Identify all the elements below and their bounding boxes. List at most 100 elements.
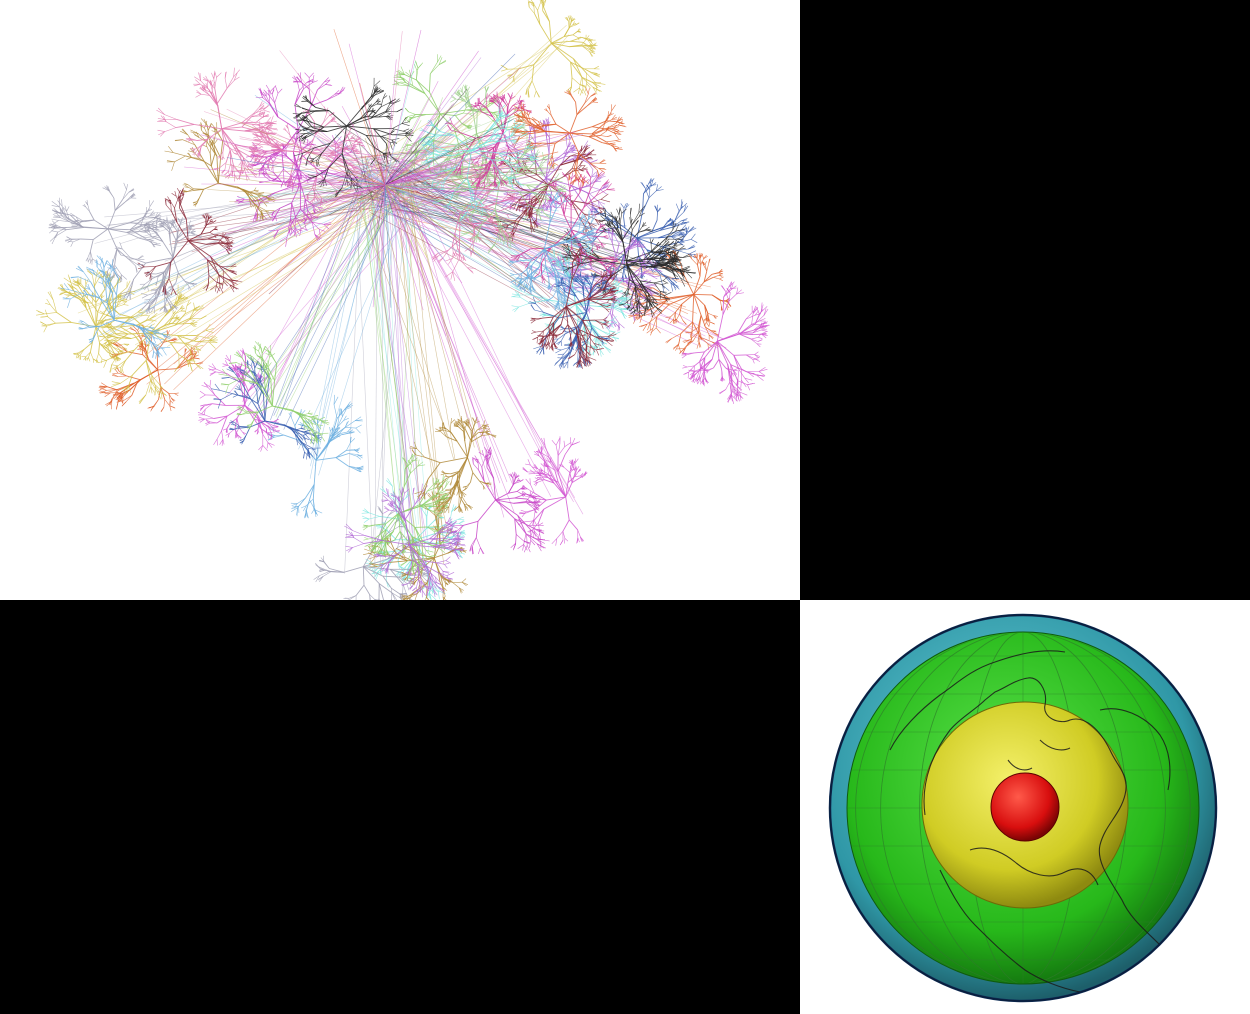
network-edge bbox=[542, 473, 548, 478]
network-edge bbox=[461, 578, 467, 583]
network-edge bbox=[455, 115, 462, 124]
network-edge bbox=[673, 312, 676, 320]
network-edge bbox=[405, 144, 409, 152]
network-edge bbox=[597, 175, 606, 179]
network-edge bbox=[222, 439, 225, 445]
network-edge bbox=[166, 183, 356, 314]
network-edge bbox=[97, 303, 102, 313]
network-edge bbox=[671, 278, 678, 284]
network-edge bbox=[379, 166, 515, 513]
network-edge bbox=[533, 497, 547, 501]
network-edge bbox=[291, 168, 298, 178]
network-edge bbox=[530, 484, 535, 494]
network-edge bbox=[306, 510, 309, 519]
network-edge bbox=[534, 153, 537, 158]
network-edge bbox=[137, 369, 159, 382]
network-edge bbox=[472, 239, 475, 250]
network-edge bbox=[589, 159, 598, 164]
network-edge bbox=[400, 592, 407, 595]
network-edge bbox=[533, 481, 538, 483]
network-edge bbox=[346, 427, 352, 433]
network-edge bbox=[266, 442, 269, 449]
network-edge bbox=[249, 165, 257, 167]
network-edge bbox=[314, 509, 318, 516]
network-edge bbox=[260, 91, 263, 98]
network-edge bbox=[260, 194, 366, 419]
network-edge bbox=[554, 470, 559, 483]
network-edge bbox=[444, 271, 453, 278]
network-edge bbox=[36, 313, 45, 316]
network-edge bbox=[649, 178, 652, 186]
network-edge bbox=[463, 84, 466, 91]
network-edge bbox=[467, 126, 472, 129]
network-edge bbox=[675, 203, 680, 211]
network-edge bbox=[348, 432, 355, 434]
network-edge bbox=[302, 505, 307, 512]
network-edge bbox=[676, 235, 685, 240]
network-edge bbox=[674, 211, 684, 221]
network-edge bbox=[650, 239, 654, 244]
network-edge bbox=[674, 244, 682, 246]
network-edge bbox=[563, 203, 567, 216]
network-edge bbox=[304, 484, 315, 499]
network-edge bbox=[650, 299, 668, 310]
network-edge bbox=[618, 323, 625, 329]
network-edge bbox=[311, 222, 316, 235]
network-edge bbox=[522, 467, 528, 473]
network-edge bbox=[472, 223, 476, 234]
network-edge bbox=[333, 429, 336, 434]
network-edge bbox=[323, 571, 332, 577]
network-edge bbox=[514, 220, 520, 233]
network-edge bbox=[562, 519, 570, 532]
network-edge bbox=[345, 402, 353, 409]
network-edge bbox=[596, 245, 600, 249]
network-edge bbox=[561, 463, 565, 468]
network-edge bbox=[629, 217, 631, 223]
network-edge bbox=[357, 467, 364, 470]
network-edge bbox=[572, 460, 575, 467]
network-edge bbox=[574, 463, 576, 472]
network-edge bbox=[356, 454, 363, 457]
network-edge bbox=[130, 315, 142, 318]
network-edge bbox=[583, 147, 588, 154]
network-edge bbox=[536, 173, 549, 186]
network-edge bbox=[412, 116, 418, 119]
network-edge bbox=[253, 213, 256, 222]
network-edge bbox=[625, 203, 629, 209]
network-edge bbox=[469, 112, 474, 115]
network-edge bbox=[720, 300, 722, 307]
network-edge bbox=[331, 418, 338, 438]
network-edge bbox=[642, 197, 650, 212]
network-edge bbox=[259, 161, 268, 170]
network-edge bbox=[378, 598, 380, 600]
network-edge bbox=[678, 344, 681, 353]
network-edge bbox=[680, 271, 685, 280]
network-edge bbox=[538, 468, 543, 472]
network-edge bbox=[719, 276, 724, 280]
network-edge bbox=[643, 185, 651, 194]
network-edge bbox=[682, 266, 691, 272]
network-edge bbox=[455, 253, 459, 260]
network-edge bbox=[548, 200, 551, 206]
network-edge bbox=[283, 168, 294, 178]
network-edge bbox=[625, 294, 629, 305]
network-edge bbox=[651, 245, 657, 252]
network-edge bbox=[703, 256, 708, 259]
network-edge bbox=[569, 472, 573, 483]
network-edge bbox=[394, 75, 402, 78]
network-edge bbox=[519, 187, 531, 193]
network-edge bbox=[218, 139, 363, 196]
network-edge bbox=[452, 258, 460, 272]
network-edge bbox=[510, 254, 519, 257]
network-edge bbox=[683, 339, 691, 344]
network-edge bbox=[449, 511, 452, 523]
network-edge bbox=[271, 94, 275, 103]
network-edge bbox=[458, 89, 463, 93]
network-edge bbox=[273, 425, 279, 427]
network-edge bbox=[459, 587, 463, 593]
network-edge bbox=[402, 144, 409, 149]
network-edge bbox=[708, 321, 711, 327]
network-edge bbox=[310, 89, 318, 106]
network-edge bbox=[345, 401, 351, 409]
network-edge bbox=[454, 91, 459, 97]
